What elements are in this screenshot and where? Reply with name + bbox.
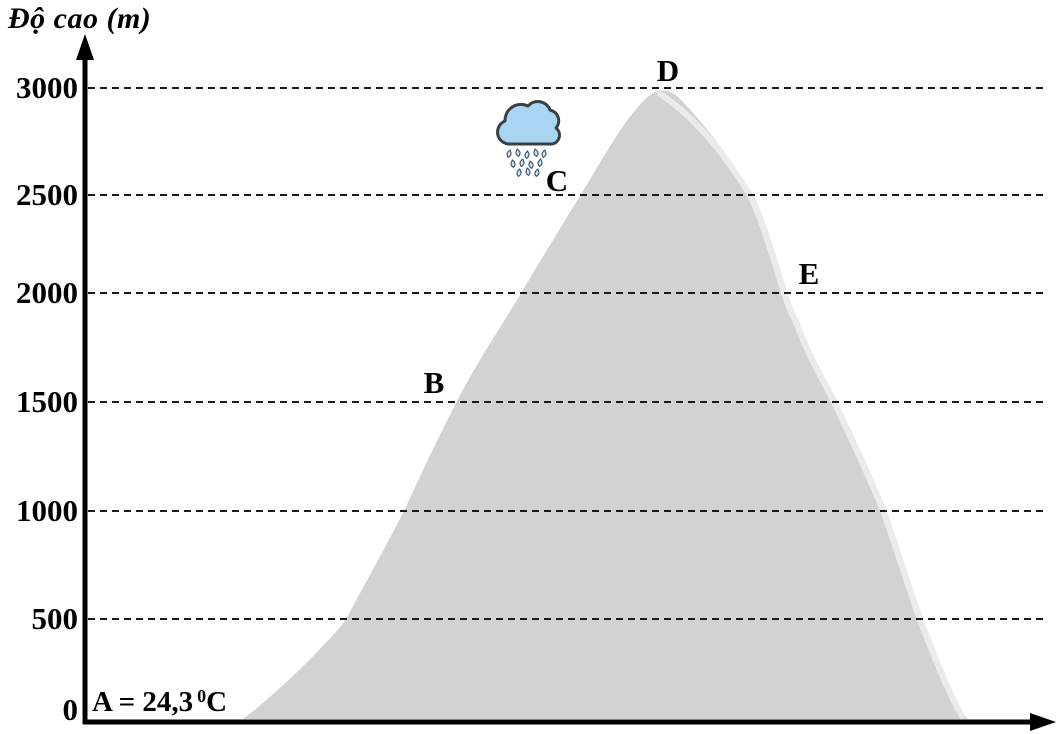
annotation-prefix: A = 24,3 (92, 686, 194, 718)
mountain-shape (243, 90, 967, 720)
annotation-unit: C (206, 686, 228, 718)
degree-superscript: 0 (197, 686, 207, 706)
y-tick-1500: 1500 (16, 384, 78, 419)
y-tick-2000: 2000 (16, 275, 78, 310)
point-label-e: E (798, 256, 820, 291)
cloud-shape (496, 100, 561, 146)
x-axis-arrow-icon (1030, 713, 1056, 731)
y-tick-2500: 2500 (16, 177, 78, 212)
y-axis-title: Độ cao (m) (8, 2, 152, 35)
mountain-edge-highlight (657, 91, 965, 719)
point-a-temperature-annotation: A = 24,3 0C (92, 686, 227, 719)
point-label-c: C (545, 163, 569, 198)
y-tick-0: 0 (62, 692, 79, 727)
y-axis-arrow-icon (76, 34, 94, 60)
point-label-b: B (423, 365, 445, 400)
y-tick-1000: 1000 (16, 493, 78, 528)
rain-cloud-svg (496, 100, 561, 178)
rain-cloud-icon (492, 92, 568, 180)
y-tick-500: 500 (31, 601, 79, 636)
y-tick-3000: 3000 (16, 70, 78, 105)
raindrops (506, 148, 547, 178)
point-label-d: D (656, 53, 680, 88)
